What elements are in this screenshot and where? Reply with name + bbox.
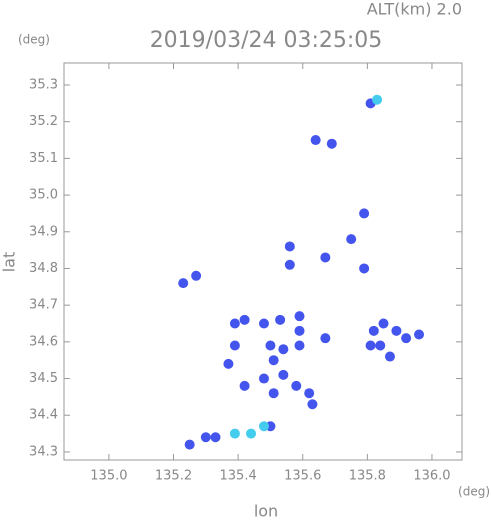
echo-point [275,314,286,325]
y-axis-label: lat [0,252,19,273]
echo-point [258,318,269,329]
echo-point [310,135,321,146]
echo-point [401,333,412,344]
echo-point [378,318,389,329]
y-tick-label: 34.4 [29,408,58,423]
echo-point [326,138,337,149]
y-unit: (deg) [18,33,50,47]
echo-point [284,241,295,252]
x-tick-label: 135.4 [220,469,257,484]
echo-point [414,329,425,340]
echo-point [210,432,221,443]
altitude-label: ALT(km) 2.0 [367,0,462,19]
y-tick-label: 35.3 [29,78,58,93]
x-unit: (deg) [458,485,490,499]
echo-point [223,358,234,369]
echo-point [239,380,250,391]
y-tick-label: 34.9 [29,224,58,239]
echo-point [229,428,240,439]
chart-title: 2019/03/24 03:25:05 [150,28,383,53]
echo-point [239,314,250,325]
y-tick-label: 34.8 [29,261,58,276]
echo-point [258,373,269,384]
echo-point [268,355,279,366]
y-tick-label: 34.3 [29,444,58,459]
echo-point [278,369,289,380]
echo-point [320,333,331,344]
y-tick-label: 35.2 [29,114,58,129]
echo-point [184,439,195,450]
plot-frame [63,62,463,461]
x-tick-label: 135.6 [284,469,321,484]
echo-point [229,318,240,329]
echo-point [307,399,318,410]
echo-point [294,325,305,336]
x-axis-label: lon [254,502,278,521]
x-tick-label: 136.0 [413,469,450,484]
x-tick-label: 135.0 [90,469,127,484]
echo-point [368,325,379,336]
echo-point [304,388,315,399]
echo-point [359,208,370,219]
echo-point [265,340,276,351]
echo-point [291,380,302,391]
y-tick-label: 35.0 [29,188,58,203]
echo-point [294,311,305,322]
echo-point [284,259,295,270]
echo-point [365,340,376,351]
echo-point [375,340,386,351]
echo-point [246,428,257,439]
echo-point [268,388,279,399]
x-tick-label: 135.8 [349,469,386,484]
echo-point [391,325,402,336]
echo-point [278,344,289,355]
echo-point [346,234,357,245]
echo-point [384,351,395,362]
echo-point [258,421,269,432]
y-tick-label: 34.7 [29,298,58,313]
x-tick-label: 135.2 [155,469,192,484]
echo-point [372,94,383,105]
echo-point [200,432,211,443]
y-tick-label: 34.5 [29,371,58,386]
echo-point [294,340,305,351]
echo-point [359,263,370,274]
echo-point [178,278,189,289]
y-tick-label: 35.1 [29,151,58,166]
echo-point [320,252,331,263]
echo-point [191,270,202,281]
y-tick-label: 34.6 [29,334,58,349]
echo-point [229,340,240,351]
